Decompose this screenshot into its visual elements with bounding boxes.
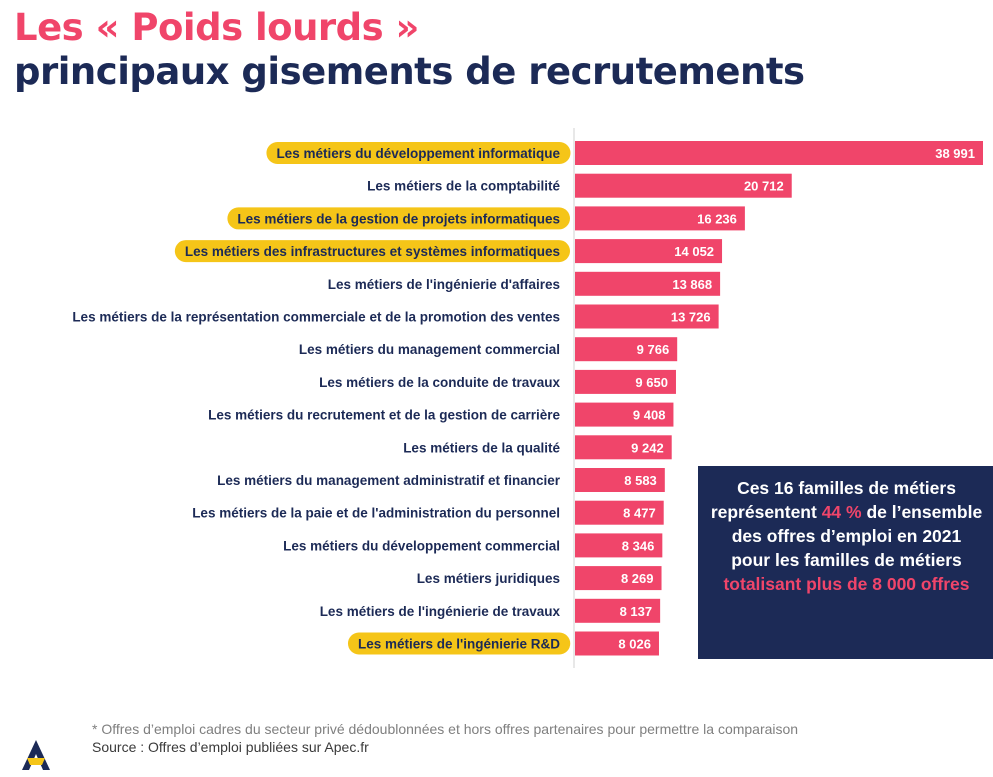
bar — [575, 631, 659, 656]
category-label: Les métiers de la qualité — [403, 440, 560, 455]
value-label: 8 583 — [624, 473, 657, 488]
value-label: 38 991 — [935, 146, 975, 161]
callout-emphasis: totalisant plus de 8 000 offres — [723, 574, 970, 594]
category-highlight — [347, 632, 571, 655]
category-label: Les métiers de l'ingénierie R&D — [358, 637, 560, 652]
value-label: 9 650 — [635, 375, 668, 390]
bar — [575, 468, 665, 492]
bar — [575, 435, 672, 460]
bar — [575, 598, 661, 623]
bar — [575, 566, 662, 591]
category-label: Les métiers de la conduite de travaux — [319, 375, 560, 390]
category-label: Les métiers des infrastructures et systè… — [185, 244, 560, 259]
category-label: Les métiers de la gestion de projets inf… — [237, 211, 560, 226]
bar — [575, 337, 678, 362]
value-label: 13 868 — [672, 277, 712, 292]
category-label: Les métiers du management commercial — [299, 342, 560, 357]
bar-chart: Les métiers du développement informatiqu… — [72, 128, 983, 668]
category-label: Les métiers de la représentation commerc… — [72, 310, 560, 325]
value-label: 13 726 — [671, 310, 711, 325]
category-label: Les métiers de la paie et de l'administr… — [192, 506, 560, 521]
category-label: Les métiers juridiques — [417, 571, 560, 586]
category-highlight — [266, 142, 571, 164]
value-label: 8 346 — [622, 538, 655, 553]
value-label: 9 766 — [637, 342, 670, 357]
value-label: 20 712 — [744, 179, 784, 194]
value-label: 8 137 — [620, 604, 653, 619]
bar — [575, 271, 721, 296]
value-label: 8 026 — [618, 637, 651, 652]
category-highlight — [174, 240, 570, 263]
bar — [575, 141, 983, 165]
category-label: Les métiers du management administratif … — [217, 473, 561, 488]
bar — [575, 173, 792, 198]
value-label: 8 269 — [621, 571, 654, 586]
bar — [575, 304, 719, 329]
bar — [575, 239, 723, 264]
bar — [575, 206, 745, 231]
value-label: 14 052 — [674, 244, 714, 259]
category-label: Les métiers de l'ingénierie d'affaires — [328, 277, 560, 292]
title-line-1: Les « Poids lourds » — [14, 6, 419, 49]
category-label: Les métiers de la comptabilité — [367, 179, 560, 194]
bar — [575, 369, 676, 394]
value-label: 9 242 — [631, 440, 664, 455]
callout-box: Ces 16 familles de métiers représentent … — [698, 466, 993, 659]
value-label: 8 477 — [623, 506, 656, 521]
category-label: Les métiers du recrutement et de la gest… — [208, 408, 560, 423]
title-line-2: principaux gisements de recrutements — [14, 50, 805, 93]
footnote: * Offres d’emploi cadres du secteur priv… — [92, 721, 799, 737]
category-label: Les métiers du développement informatiqu… — [276, 146, 560, 161]
category-label: Les métiers du développement commercial — [283, 538, 560, 553]
category-highlight — [227, 207, 570, 230]
callout-text-1: Ces 16 familles de métiers représentent — [710, 478, 956, 522]
source-note: Source : Offres d’emploi publiées sur Ap… — [92, 739, 369, 755]
bar — [575, 402, 674, 427]
value-label: 9 408 — [633, 408, 666, 423]
category-label: Les métiers de l'ingénierie de travaux — [320, 604, 561, 619]
callout-text-2: de l’ensemble des offres d’emploi en 202… — [731, 502, 983, 570]
apec-logo-icon — [22, 740, 50, 770]
bar — [575, 500, 664, 525]
value-label: 16 236 — [697, 211, 737, 226]
bar — [575, 533, 663, 558]
callout-percentage: 44 % — [821, 502, 862, 522]
